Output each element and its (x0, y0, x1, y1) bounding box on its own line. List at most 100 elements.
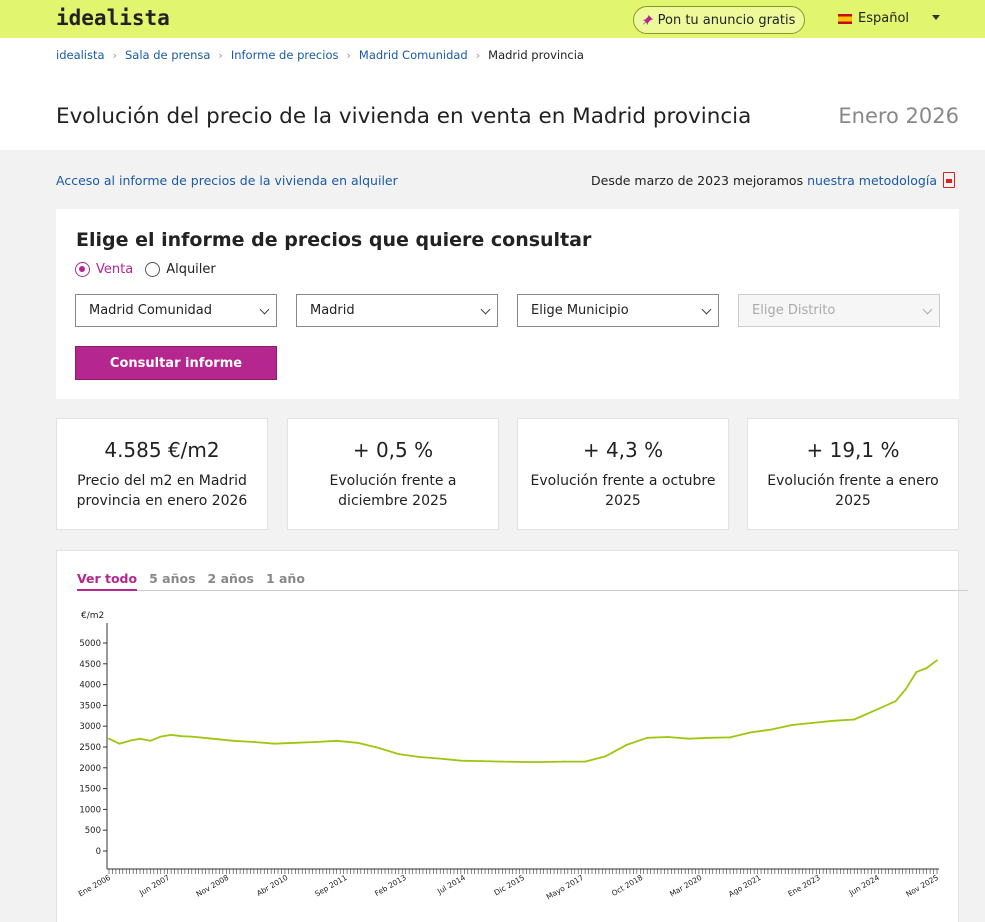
radio-alquiler[interactable]: Alquiler (145, 262, 216, 277)
breadcrumb-idealista[interactable]: idealista (56, 48, 105, 62)
breadcrumb-madrid-comunidad[interactable]: Madrid Comunidad (358, 48, 468, 62)
breadcrumb-separator: › (346, 48, 351, 62)
stat-value: 4.585 €/m2 (104, 438, 220, 462)
price-data-point (190, 735, 193, 738)
price-data-point (460, 759, 462, 762)
radio-alquiler-label: Alquiler (166, 262, 216, 277)
price-series-line (108, 659, 938, 763)
x-tick-label: Jun 2007 (137, 873, 171, 898)
report-selector-card: Elige el informe de precios que quiere c… (56, 209, 959, 399)
y-tick-label: 4500 (79, 660, 101, 670)
price-data-point (501, 760, 504, 763)
radio-alquiler-dot[interactable] (145, 262, 161, 277)
price-data-point (118, 742, 121, 745)
x-tick-label: Ene 2006 (77, 873, 113, 899)
price-data-point (253, 741, 255, 743)
chevron-down-icon (922, 304, 933, 315)
stat-label: Evolución frente a enero 2025 (767, 473, 939, 509)
price-data-point (273, 742, 276, 745)
radio-venta-dot[interactable] (75, 262, 90, 277)
form-title: Elige el informe de precios que quiere c… (76, 229, 592, 251)
price-data-point (542, 761, 545, 763)
stat-card-monthly: + 0,5 % Evolución frente a diciembre 202… (287, 418, 499, 530)
methodology-link[interactable]: nuestra metodología (807, 173, 937, 188)
x-tick-label: Sep 2011 (313, 873, 349, 899)
price-data-point (377, 746, 379, 749)
price-data-point (646, 736, 649, 739)
distrito-select: Elige Distrito (738, 294, 940, 327)
breadcrumb-informe-de-precios[interactable]: Informe de precios (230, 48, 339, 62)
stat-card-yearly: + 19,1 % Evolución frente a enero 2025 (747, 418, 959, 530)
publish-ad-button[interactable]: Pon tu anuncio gratis (633, 6, 805, 34)
y-tick-label: 5000 (79, 639, 101, 649)
y-tick-label: 2500 (79, 743, 101, 753)
municipio-select[interactable]: Elige Municipio (517, 294, 719, 327)
price-data-point (770, 728, 773, 731)
price-data-point (667, 736, 669, 738)
price-data-point (315, 741, 317, 743)
y-tick-label: 3000 (79, 722, 101, 732)
x-tick-label: Ago 2021 (727, 873, 763, 899)
x-tick-label: Oct 2018 (610, 873, 645, 898)
methodology-text: Desde marzo de 2023 mejoramos (591, 173, 804, 188)
y-tick-label: 1500 (79, 785, 101, 795)
language-label: Español (858, 11, 910, 26)
price-data-point (170, 734, 172, 736)
provincia-select[interactable]: Madrid (296, 294, 498, 327)
x-tick-label: Abr 2010 (255, 873, 290, 898)
tab-ver-todo[interactable]: Ver todo (77, 571, 138, 591)
stat-value: + 0,5 % (352, 438, 434, 462)
price-data-point (418, 756, 421, 758)
tab-1-ano[interactable]: 1 año (265, 571, 305, 586)
price-data-point (604, 755, 607, 758)
price-data-point (232, 739, 235, 742)
pdf-icon[interactable] (943, 172, 955, 188)
price-data-point (128, 739, 131, 742)
stat-label: Evolución frente a diciembre 2025 (329, 473, 457, 509)
x-axis: Ene 2006 Jun 2007 Nov 2008 Abr 2010 Sep 2011… (77, 868, 940, 902)
breadcrumb-sala-de-prensa[interactable]: Sala de prensa (124, 48, 211, 62)
y-tick-label: 0 (96, 847, 101, 857)
page-title: Evolución del precio de la vivienda en v… (56, 104, 752, 129)
y-axis: 0 500 1000 1500 2000 2500 3000 3500 4000 4500 5000 (79, 623, 108, 869)
breadcrumb-current: Madrid provincia (488, 48, 584, 62)
price-data-point (811, 721, 814, 724)
consult-report-button[interactable]: Consultar informe (75, 346, 277, 380)
price-data-point (708, 736, 711, 739)
price-data-point (397, 753, 400, 755)
provincia-select-value: Madrid (310, 303, 355, 318)
price-data-point (439, 757, 442, 760)
price-data-point (211, 737, 214, 740)
price-data-point (625, 744, 628, 746)
x-tick-label: Mar 2020 (668, 873, 704, 899)
stat-label: Precio del m2 en Madrid provincia en ene… (76, 473, 248, 509)
price-data-point (180, 735, 183, 738)
tab-5-anos[interactable]: 5 años (149, 571, 196, 586)
rent-report-link[interactable]: Acceso al informe de precios de la vivie… (56, 173, 398, 188)
methodology-note: Desde marzo de 2023 mejoramos nuestra me… (591, 173, 937, 188)
price-data-point (874, 709, 876, 712)
page-header (0, 38, 985, 150)
breadcrumb-separator: › (475, 48, 481, 62)
stat-card-quarterly: + 4,3 % Evolución frente a octubre 2025 (517, 418, 729, 530)
price-line-chart: €/m2 0 500 1000 1500 2000 2500 3000 3500 4000 450… (77, 611, 941, 902)
y-tick-label: 4000 (79, 681, 101, 691)
stat-value: + 4,3 % (582, 438, 664, 462)
price-data-point (139, 737, 141, 740)
x-tick-label: Jun 2024 (847, 873, 881, 898)
price-data-point (749, 731, 752, 734)
price-data-point (687, 737, 690, 740)
price-data-point (905, 687, 907, 690)
x-tick-label: Nov 2008 (195, 873, 231, 899)
price-data-point (159, 735, 162, 738)
idealista-logo[interactable]: idealista (56, 6, 170, 30)
radio-venta[interactable]: Venta (75, 262, 133, 277)
price-data-point (563, 760, 566, 763)
tab-2-anos[interactable]: 2 años (207, 571, 254, 586)
comunidad-select[interactable]: Madrid Comunidad (75, 294, 277, 327)
price-data-point (925, 667, 928, 669)
price-data-point (149, 739, 152, 742)
language-selector[interactable]: Español (838, 11, 909, 26)
caret-down-icon[interactable] (932, 15, 940, 20)
x-tick-label: Mayo 2017 (545, 873, 586, 902)
